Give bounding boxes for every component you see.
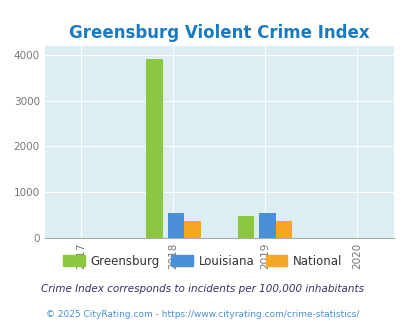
Bar [237, 216, 254, 238]
Bar [167, 214, 183, 238]
Bar [146, 58, 162, 238]
Bar [183, 220, 200, 238]
Title: Greensburg Violent Crime Index: Greensburg Violent Crime Index [69, 24, 369, 42]
Legend: Greensburg, Louisiana, National: Greensburg, Louisiana, National [58, 250, 347, 273]
Text: Crime Index corresponds to incidents per 100,000 inhabitants: Crime Index corresponds to incidents per… [41, 284, 364, 294]
Bar [259, 213, 275, 238]
Bar [275, 221, 292, 238]
Text: © 2025 CityRating.com - https://www.cityrating.com/crime-statistics/: © 2025 CityRating.com - https://www.city… [46, 310, 359, 319]
